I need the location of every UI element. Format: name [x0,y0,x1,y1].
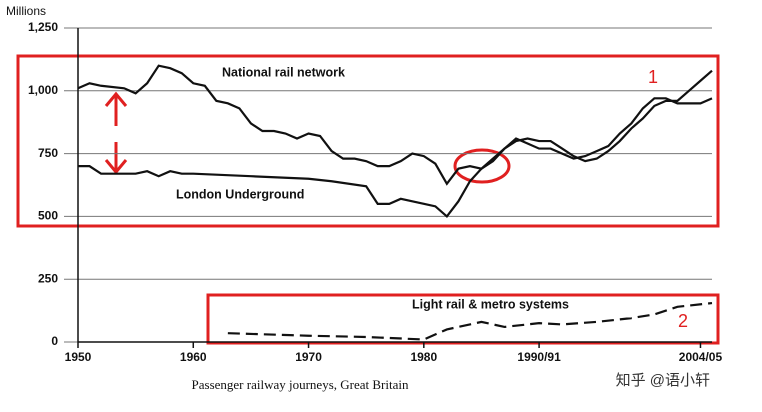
y-tick-label: 1,250 [28,20,58,34]
y-tick-label: 250 [38,271,58,285]
x-tick-label: 2004/05 [679,350,723,364]
x-tick-label: 1950 [65,350,92,364]
series-line [78,97,713,218]
double-arrow [104,91,128,175]
series-label: London Underground [176,187,304,201]
caption: Passenger railway journeys, Great Britai… [192,377,409,392]
series-line [227,301,713,341]
series-label: Light rail & metro systems [412,297,569,311]
x-tick-label: 1970 [295,350,322,364]
annotation: 1 [648,67,658,87]
x-tick-label: 1990/91 [517,350,561,364]
series-line [77,64,713,186]
highlight-circle [453,148,511,184]
y-tick-label: 0 [51,334,58,348]
annotation: 2 [678,311,688,331]
highlight-box [206,293,720,345]
watermark: 知乎 @语小轩 [616,372,710,389]
y-tick-label: 1,000 [28,83,58,97]
x-tick-label: 1960 [180,350,207,364]
series-label: National rail network [222,65,345,79]
y-axis-label: Millions [6,4,46,18]
y-tick-label: 500 [38,209,58,223]
x-tick-label: 1980 [410,350,437,364]
highlight-box [16,54,720,228]
y-tick-label: 750 [38,146,58,160]
